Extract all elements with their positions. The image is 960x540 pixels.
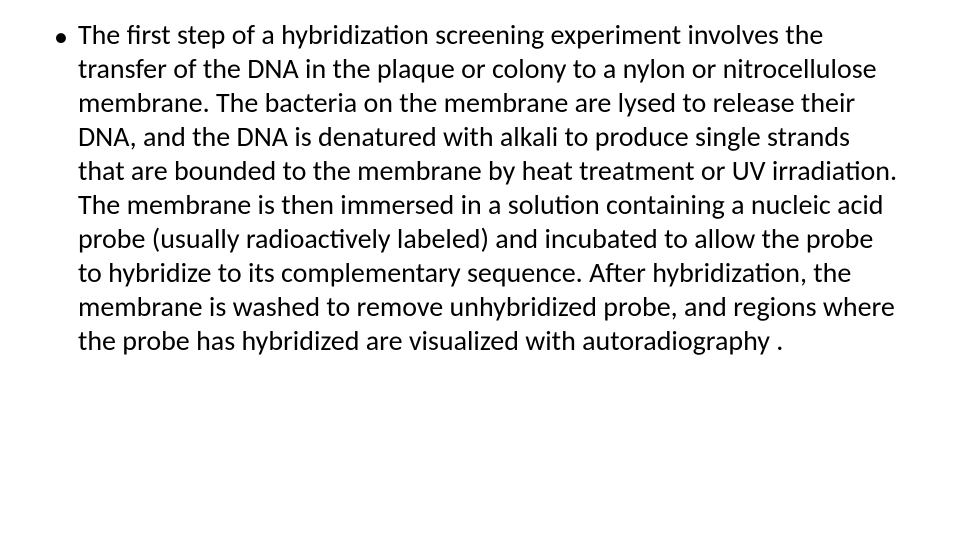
bullet-text: The first step of a hybridization screen… (78, 18, 912, 358)
bullet-item: • The first step of a hybridization scre… (48, 18, 912, 358)
slide: • The first step of a hybridization scre… (0, 0, 960, 540)
bullet-glyph: • (48, 18, 78, 56)
